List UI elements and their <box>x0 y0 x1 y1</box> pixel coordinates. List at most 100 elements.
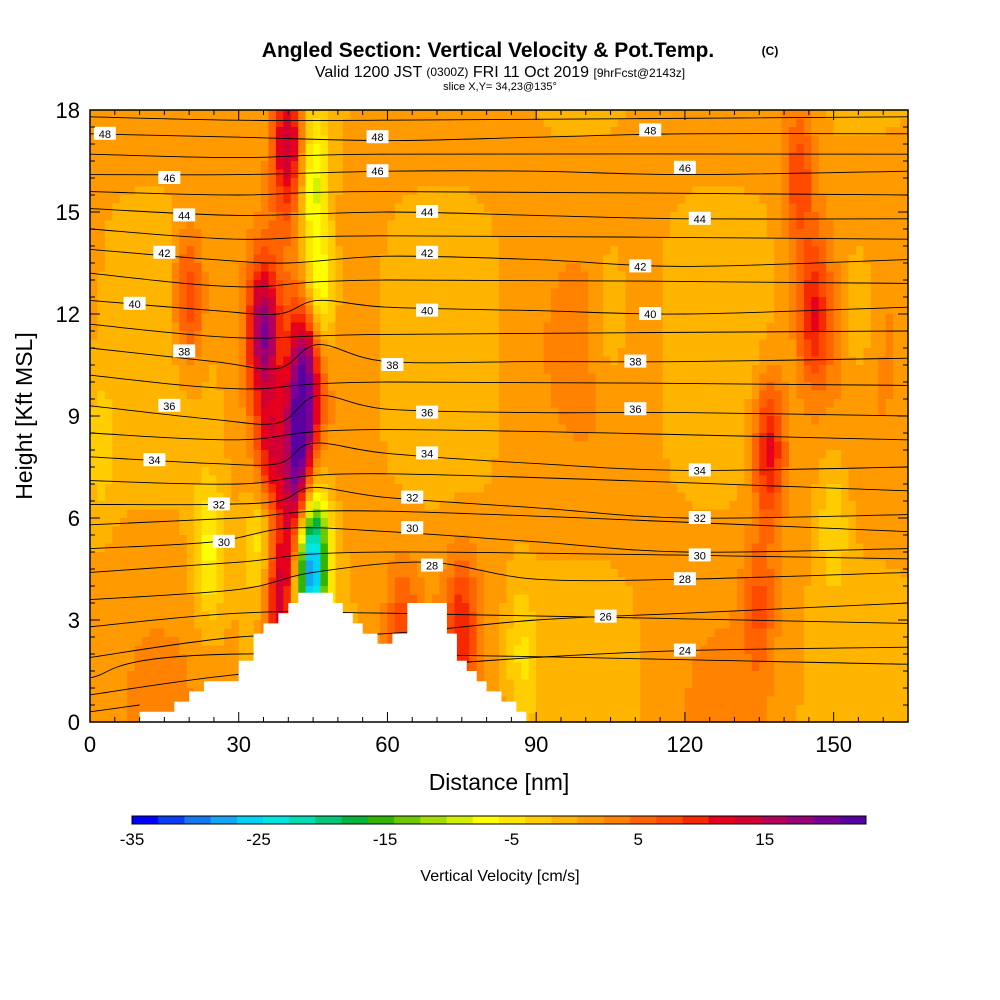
field-cell <box>97 679 106 689</box>
field-cell <box>342 577 351 587</box>
field-cell <box>506 586 515 596</box>
field-cell <box>491 492 500 502</box>
field-cell <box>246 331 255 341</box>
field-cell <box>164 305 173 315</box>
field-cell <box>573 526 582 536</box>
field-cell <box>588 518 597 528</box>
field-cell <box>275 433 284 443</box>
field-cell <box>506 424 515 434</box>
field-cell <box>573 645 582 655</box>
field-cell <box>208 220 218 230</box>
field-cell <box>290 526 299 536</box>
field-cell <box>104 331 113 341</box>
field-cell <box>261 229 270 239</box>
field-cell <box>580 263 589 273</box>
field-cell <box>97 441 106 451</box>
field-cell <box>201 543 210 553</box>
field-cell <box>513 271 522 281</box>
field-cell <box>208 450 218 460</box>
field-cell <box>164 254 173 264</box>
field-cell <box>536 637 545 647</box>
field-cell <box>357 577 366 587</box>
field-cell <box>335 509 344 519</box>
field-cell <box>268 322 277 332</box>
field-cell <box>432 348 441 358</box>
field-cell <box>238 637 247 647</box>
field-cell <box>223 560 232 570</box>
field-cell <box>528 679 537 689</box>
field-cell <box>446 212 455 222</box>
field-cell <box>216 577 225 587</box>
field-cell <box>201 144 210 154</box>
field-cell <box>171 603 180 613</box>
field-cell <box>580 688 589 698</box>
field-cell <box>506 280 515 290</box>
field-cell <box>469 203 478 213</box>
field-cell <box>372 110 381 120</box>
field-cell <box>380 186 389 196</box>
field-cell <box>164 594 173 604</box>
field-cell <box>275 373 284 383</box>
field-cell <box>417 144 426 154</box>
field-cell <box>275 144 284 154</box>
field-cell <box>461 331 470 341</box>
field-cell <box>580 569 589 579</box>
field-cell <box>565 110 574 120</box>
field-cell <box>536 671 545 681</box>
field-cell <box>506 399 515 409</box>
field-cell <box>112 144 121 154</box>
field-cell <box>179 696 188 706</box>
field-cell <box>261 135 270 145</box>
field-cell <box>290 441 299 451</box>
field-cell <box>253 305 262 315</box>
field-cell <box>491 679 500 689</box>
field-cell <box>565 356 574 366</box>
field-cell <box>104 526 113 536</box>
field-cell <box>365 390 374 400</box>
field-cell <box>558 628 567 638</box>
field-cell <box>275 271 284 281</box>
field-cell <box>551 679 560 689</box>
field-cell <box>387 509 396 519</box>
field-cell <box>394 186 403 196</box>
field-cell <box>595 450 604 460</box>
field-cell <box>335 161 344 171</box>
field-cell <box>409 484 418 494</box>
field-cell <box>551 118 560 128</box>
field-cell <box>298 416 307 426</box>
field-cell <box>536 237 545 247</box>
field-cell <box>164 679 173 689</box>
field-cell <box>543 484 552 494</box>
field-cell <box>380 212 389 222</box>
field-cell <box>380 543 389 553</box>
field-cell <box>551 645 560 655</box>
field-cell <box>134 501 143 511</box>
field-cell <box>186 263 195 273</box>
field-cell <box>454 237 463 247</box>
field-cell <box>201 110 210 120</box>
field-cell <box>409 475 418 485</box>
field-cell <box>320 458 329 468</box>
field-cell <box>387 450 396 460</box>
field-cell <box>580 560 589 570</box>
field-cell <box>179 195 188 205</box>
field-cell <box>528 475 537 485</box>
field-cell <box>491 297 500 307</box>
field-cell <box>536 662 545 672</box>
field-cell <box>246 237 255 247</box>
field-cell <box>171 407 180 417</box>
field-cell <box>127 475 136 485</box>
field-cell <box>134 492 143 502</box>
field-cell <box>387 220 396 230</box>
field-cell <box>238 620 247 630</box>
field-cell <box>380 433 389 443</box>
field-cell <box>580 178 589 188</box>
field-cell <box>201 637 210 647</box>
field-cell <box>350 467 359 477</box>
field-cell <box>194 628 203 638</box>
field-cell <box>476 450 485 460</box>
field-cell <box>551 339 560 349</box>
field-cell <box>454 620 463 630</box>
field-cell <box>573 399 582 409</box>
field-cell <box>513 195 522 205</box>
